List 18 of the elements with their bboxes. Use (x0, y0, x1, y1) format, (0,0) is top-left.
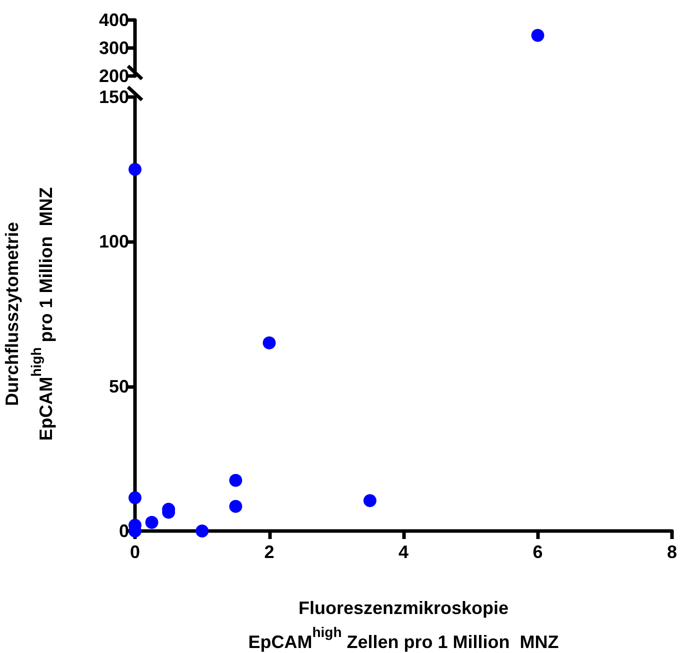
x-tick-label: 2 (264, 542, 274, 562)
point (145, 516, 158, 529)
point (229, 474, 242, 487)
x-tick-label: 8 (666, 542, 678, 562)
x-tick-label: 4 (398, 542, 409, 562)
y-tick-label: 50 (108, 376, 129, 396)
point (363, 494, 376, 508)
y-tick-label: 300 (98, 38, 129, 58)
point (128, 162, 142, 176)
point (262, 336, 276, 350)
y-tick-label: 400 (98, 10, 129, 30)
y-tick-label: 150 (98, 87, 129, 107)
y-tick-label: 100 (98, 232, 129, 252)
point (196, 524, 209, 538)
x-tick-label: 6 (532, 542, 543, 562)
point (128, 491, 142, 504)
y-tick-label: 200 (98, 66, 129, 86)
point (229, 500, 242, 513)
